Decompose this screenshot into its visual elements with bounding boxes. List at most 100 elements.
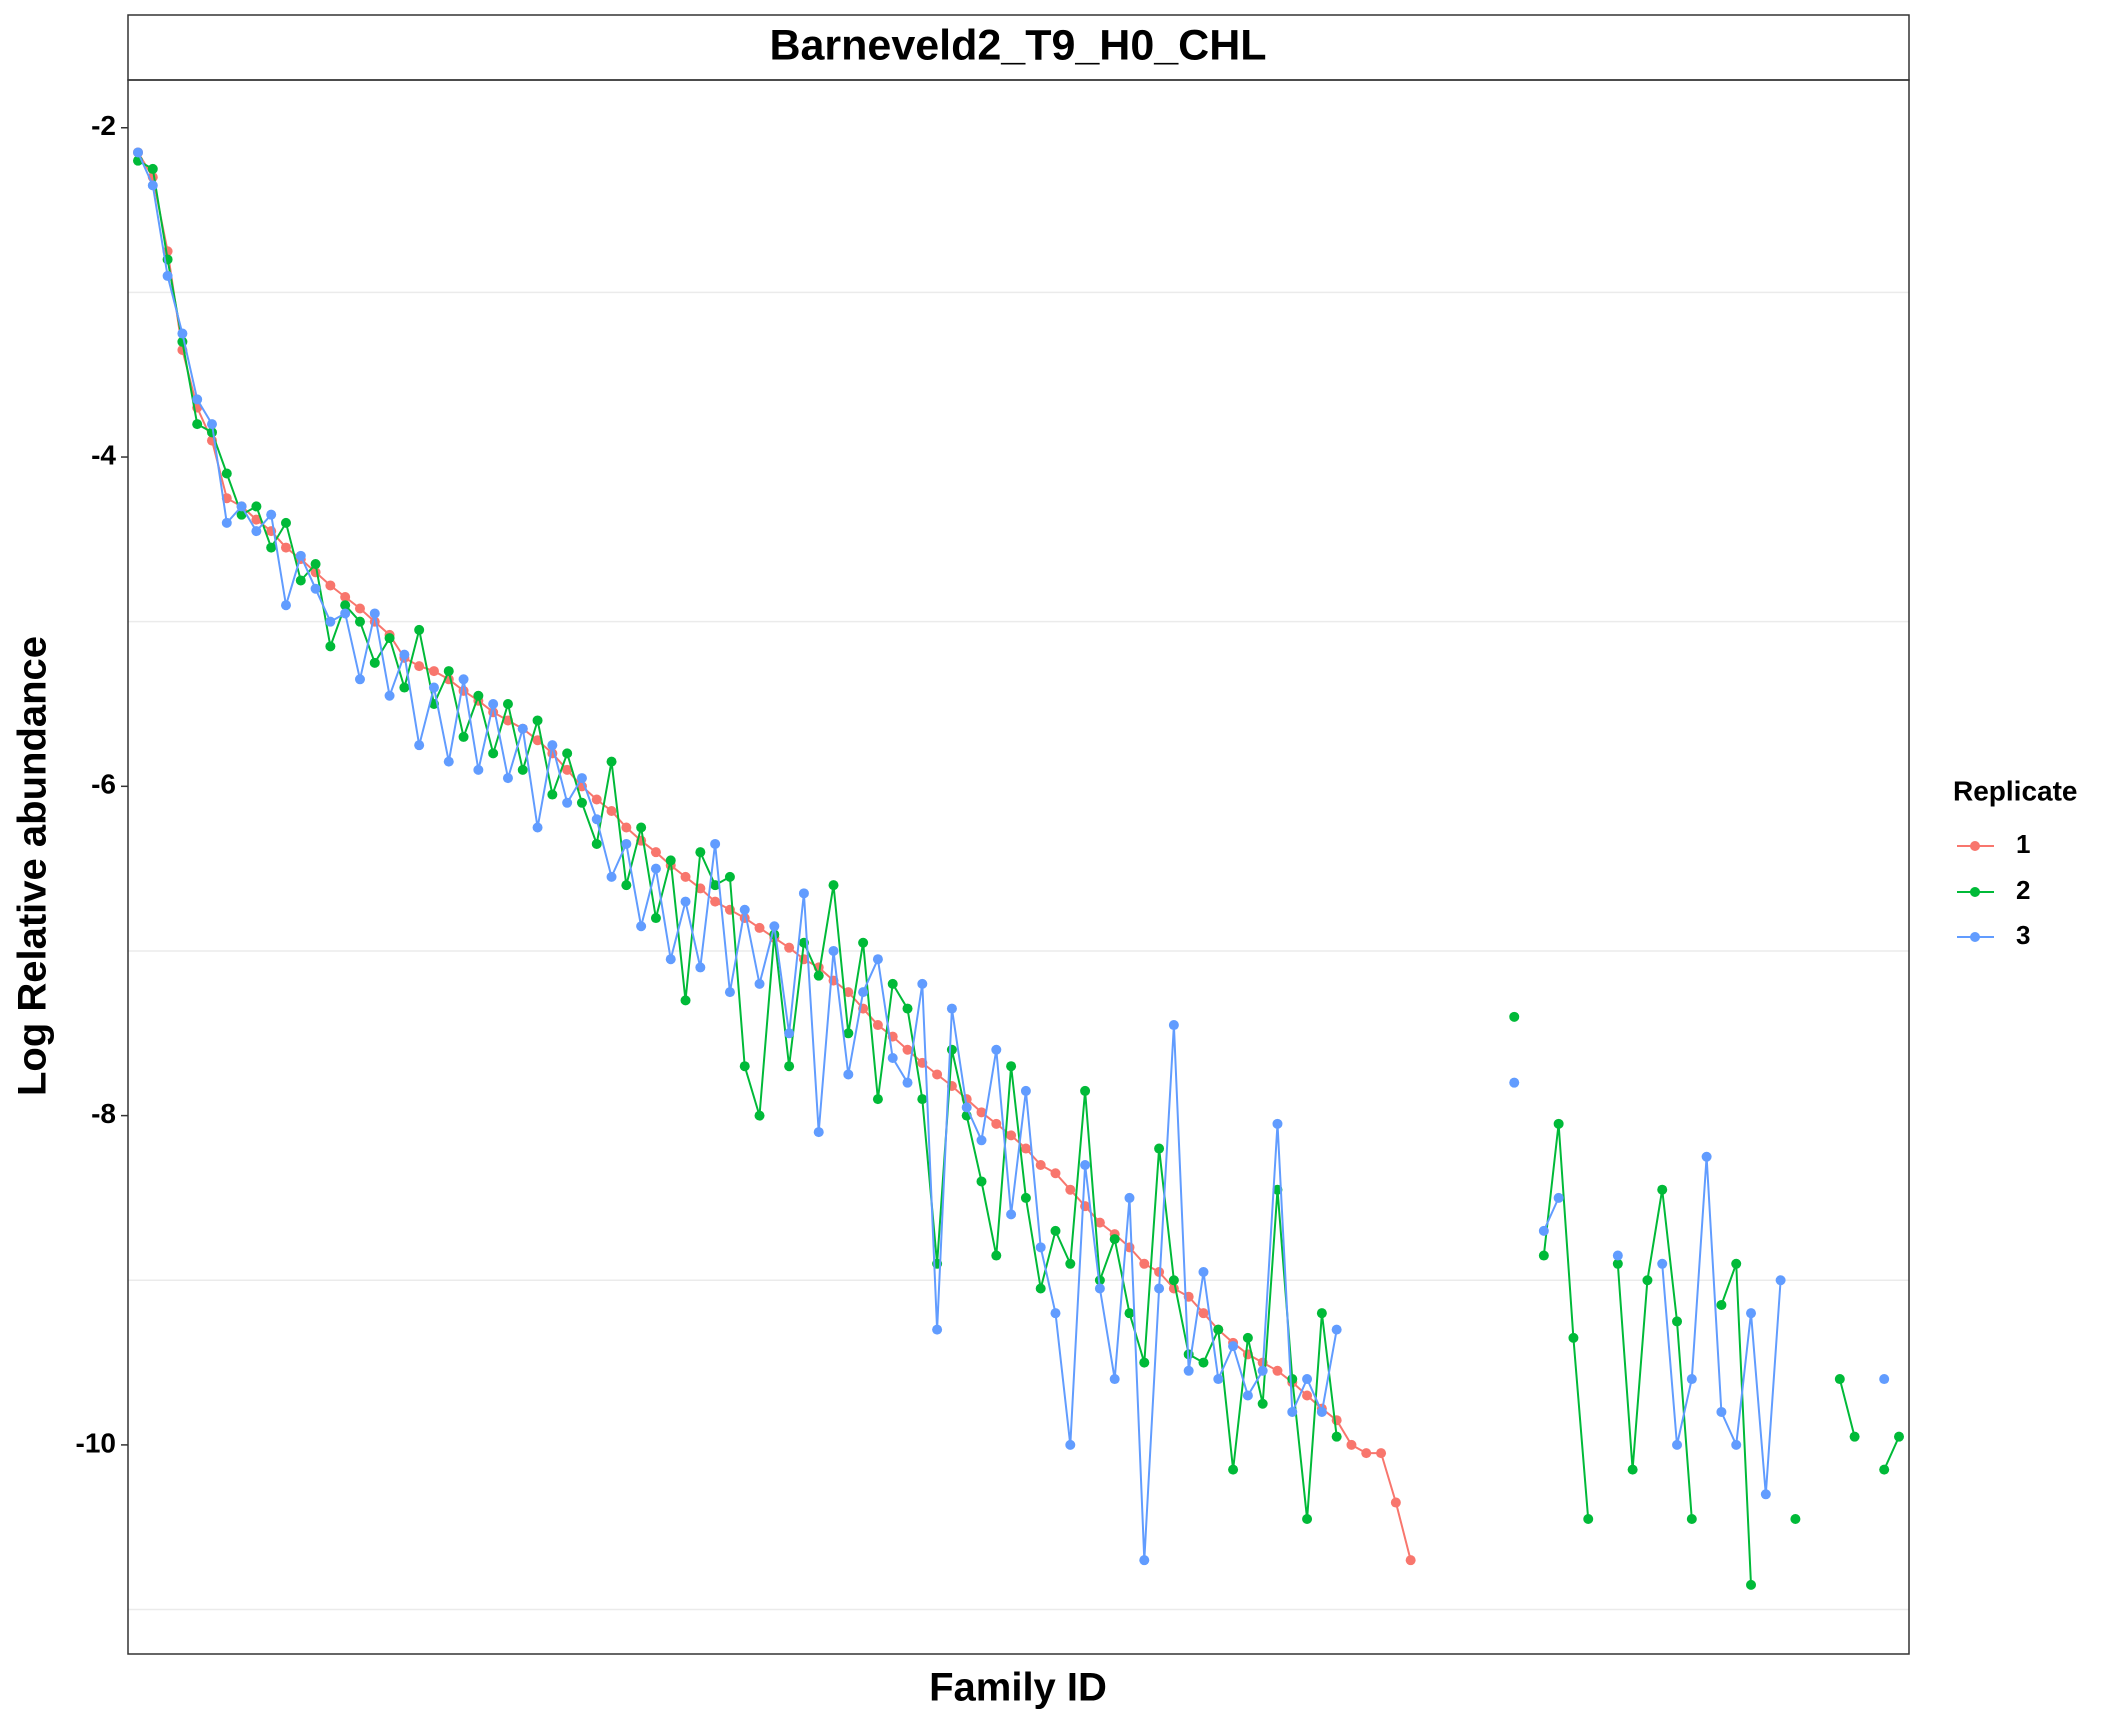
data-point: [1020, 1085, 1031, 1096]
data-point: [724, 871, 735, 882]
data-point: [710, 880, 721, 891]
data-point: [1834, 1374, 1845, 1385]
data-point: [1361, 1448, 1372, 1459]
data-point: [1242, 1332, 1253, 1343]
data-point: [1331, 1324, 1342, 1335]
data-point: [710, 896, 721, 907]
y-axis-title: Log Relative abundance: [11, 636, 55, 1096]
data-point: [547, 740, 558, 751]
data-point: [1109, 1234, 1120, 1245]
data-point: [932, 1069, 943, 1080]
data-point: [251, 526, 262, 537]
data-point: [606, 806, 617, 817]
data-point: [961, 1102, 972, 1113]
data-point: [384, 633, 395, 644]
data-point: [784, 942, 795, 953]
data-point: [369, 657, 380, 668]
data-point: [1302, 1374, 1313, 1385]
data-point: [1849, 1431, 1860, 1442]
data-point: [991, 1250, 1002, 1261]
data-point: [1080, 1085, 1091, 1096]
data-point: [917, 1094, 928, 1105]
data-point: [1094, 1217, 1105, 1228]
data-point: [1198, 1308, 1209, 1319]
data-point: [1154, 1143, 1165, 1154]
data-point: [310, 559, 321, 570]
data-point: [1509, 1077, 1520, 1088]
data-point: [1228, 1341, 1239, 1352]
data-point: [502, 773, 513, 784]
data-point: [1716, 1406, 1727, 1417]
data-point: [650, 913, 661, 924]
data-point: [1672, 1439, 1683, 1450]
data-point: [266, 509, 277, 520]
data-point: [384, 690, 395, 701]
data-point: [1257, 1365, 1268, 1376]
data-point: [591, 838, 602, 849]
data-point: [1642, 1275, 1653, 1286]
data-point: [1065, 1184, 1076, 1195]
data-point: [680, 995, 691, 1006]
data-point: [177, 328, 188, 339]
data-point: [399, 649, 410, 660]
data-point: [576, 773, 587, 784]
data-point: [1124, 1308, 1135, 1319]
data-point: [739, 1061, 750, 1072]
data-point: [813, 970, 824, 981]
data-point: [1198, 1357, 1209, 1368]
data-point: [251, 501, 262, 512]
data-point: [828, 880, 839, 891]
data-point: [695, 847, 706, 858]
data-point: [576, 797, 587, 808]
data-point: [1879, 1464, 1890, 1475]
data-point: [1790, 1513, 1801, 1524]
legend-key-point: [1970, 932, 1980, 942]
data-point: [754, 978, 765, 989]
data-point: [665, 954, 676, 965]
data-point: [1065, 1258, 1076, 1269]
data-point: [147, 180, 158, 191]
data-point: [872, 1020, 883, 1031]
data-point: [414, 740, 425, 751]
x-axis-title: Family ID: [929, 1666, 1107, 1710]
data-point: [1657, 1184, 1668, 1195]
data-point: [887, 1052, 898, 1063]
data-point: [1657, 1258, 1668, 1269]
data-point: [1672, 1316, 1683, 1327]
data-point: [1050, 1168, 1061, 1179]
data-point: [562, 748, 573, 759]
series-line: [138, 152, 1884, 1560]
legend-label: 1: [2016, 829, 2030, 859]
data-point: [1302, 1390, 1313, 1401]
legend-label: 2: [2016, 875, 2030, 905]
data-point: [280, 600, 291, 611]
data-point: [1272, 1365, 1283, 1376]
data-point: [562, 764, 573, 775]
data-point: [621, 880, 632, 891]
data-point: [1139, 1555, 1150, 1566]
data-point: [236, 509, 247, 520]
data-point: [1538, 1250, 1549, 1261]
data-point: [1035, 1160, 1046, 1171]
data-point: [1731, 1258, 1742, 1269]
data-point: [147, 163, 158, 174]
data-point: [340, 608, 351, 619]
data-point: [192, 394, 203, 405]
panel-border: [127, 79, 1910, 1655]
data-point: [266, 542, 277, 553]
data-point: [443, 756, 454, 767]
data-point: [798, 937, 809, 948]
y-tick-label: -10: [76, 1427, 116, 1458]
data-point: [1583, 1513, 1594, 1524]
data-point: [399, 682, 410, 693]
data-point: [354, 616, 365, 627]
data-point: [1894, 1431, 1904, 1442]
data-point: [547, 789, 558, 800]
legend-label: 3: [2016, 920, 2030, 950]
data-point: [843, 1069, 854, 1080]
data-point: [473, 764, 484, 775]
data-point: [473, 690, 484, 701]
data-point: [1257, 1398, 1268, 1409]
data-point: [621, 838, 632, 849]
data-point: [517, 764, 528, 775]
